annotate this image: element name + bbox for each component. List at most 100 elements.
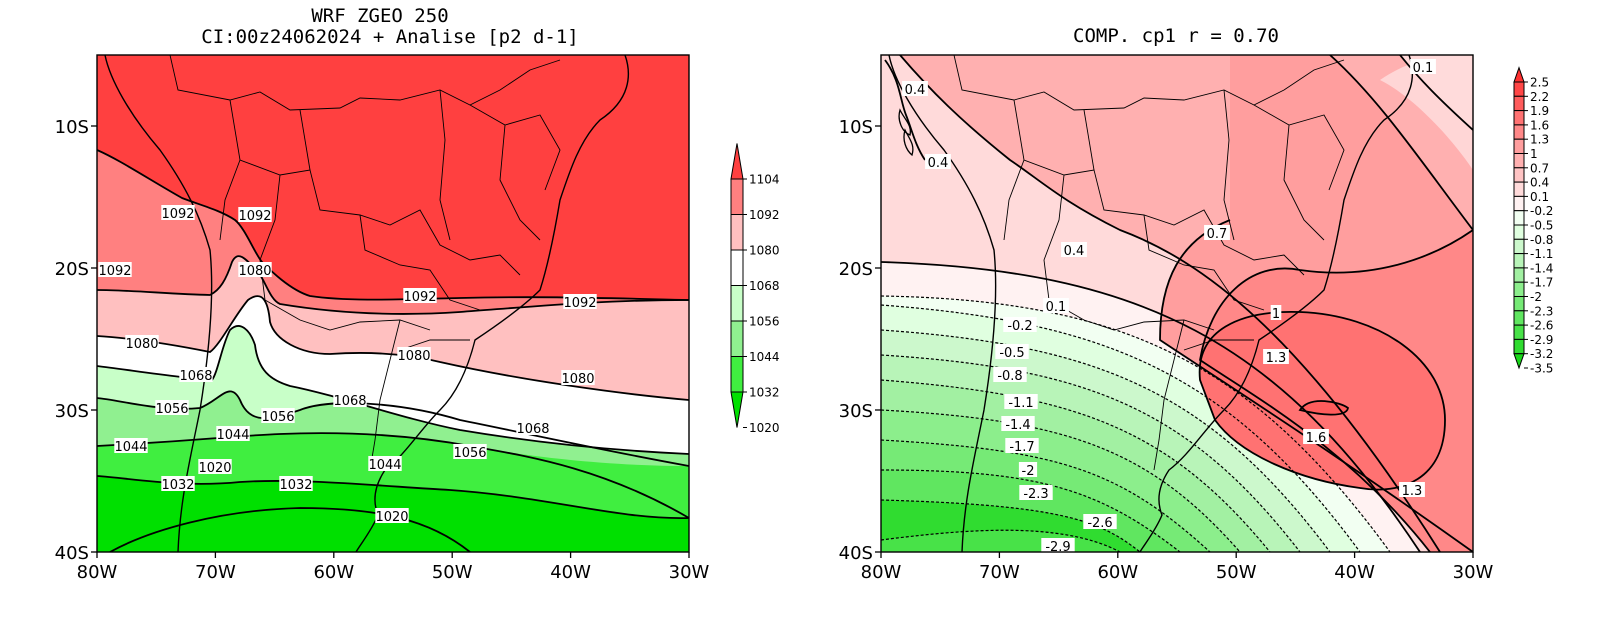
colorbar-label: -0.8 (1530, 233, 1553, 247)
contour-label-bg (1019, 485, 1053, 500)
x-tick-label: 40W (550, 562, 591, 583)
contour-label: -2.6 (1087, 516, 1112, 531)
y-tick-label: 10S (55, 117, 89, 138)
colorbar-swatch (1513, 338, 1525, 355)
contour-label-bg (1018, 462, 1038, 477)
contour-label-bg (925, 154, 951, 169)
contour-label: 1068 (516, 422, 549, 437)
contour-label-bg (261, 408, 295, 423)
contour-label: 1092 (161, 207, 194, 222)
colorbar-label: -0.2 (1530, 204, 1553, 218)
contour-label: 1080 (238, 264, 271, 279)
contour-label-bg (198, 459, 232, 474)
contour-label-bg (279, 476, 313, 491)
contour-label: 0.1 (1413, 61, 1434, 76)
left-map-panel: WRF ZGEO 250 CI:00z24062024 + Analise [p… (55, 5, 780, 583)
colorbar-label: 0.1 (1530, 190, 1549, 204)
colorbar-swatch (1513, 310, 1525, 326)
contour-label-bg (1270, 305, 1282, 320)
colorbar-label: -1.7 (1530, 276, 1553, 290)
contour-label: 1092 (98, 264, 131, 279)
right-map-panel: COMP. cp1 r = 0.70 (839, 25, 1554, 583)
colorbar-label: -3.2 (1530, 347, 1553, 361)
colorbar-swatch (1513, 181, 1525, 197)
contour-label-bg (125, 335, 159, 350)
colorbar-swatch (1513, 224, 1525, 240)
contour-label: 1020 (198, 461, 231, 476)
y-tick-label: 20S (55, 259, 89, 280)
x-tick-label: 50W (1216, 562, 1257, 583)
x-tick-label: 80W (77, 562, 118, 583)
colorbar-swatch (1513, 167, 1525, 183)
colorbar-label: 1044 (749, 350, 780, 364)
contour-label: 1056 (261, 410, 294, 425)
colorbar-label: -0.5 (1530, 219, 1553, 233)
contour-label-bg (1041, 538, 1075, 553)
contour-label-bg (902, 81, 928, 96)
contour-label: -0.5 (999, 346, 1024, 361)
colorbar-swatch (1513, 81, 1525, 97)
colorbar-top-arrow (730, 143, 744, 180)
contour-label-bg (1204, 225, 1230, 240)
contour-label: 0.7 (1207, 227, 1228, 242)
contour-label-bg (161, 476, 195, 491)
contour-label-bg (1399, 482, 1425, 497)
colorbar-label: -2 (1530, 290, 1542, 304)
colorbar-bottom-arrow (1513, 353, 1525, 370)
contour-label: 1080 (125, 337, 158, 352)
contour-label: 1092 (238, 209, 271, 224)
contour-label-bg (1083, 514, 1117, 529)
colorbar-swatch (1513, 238, 1525, 255)
right-title: COMP. cp1 r = 0.70 (1073, 25, 1279, 47)
y-tick-label: 10S (839, 117, 873, 138)
colorbar-swatch (730, 249, 744, 286)
right-negative-contour-lines (881, 295, 1391, 552)
left-colorbar: 1104 1092 1080 1068 1056 1044 1032 1020 (730, 143, 780, 435)
y-tick-label: 30S (839, 401, 873, 422)
x-tick-label: 60W (1097, 562, 1138, 583)
contour-label: 1056 (453, 446, 486, 461)
colorbar-swatch (1513, 267, 1525, 283)
colorbar-swatch (730, 320, 744, 357)
colorbar-label: 1056 (749, 315, 780, 329)
contour-label-bg (368, 456, 402, 471)
colorbar-label: 2.5 (1530, 76, 1549, 90)
contour-label-bg (1263, 349, 1289, 364)
right-coastline-borders (888, 55, 1414, 552)
colorbar-label: 1020 (749, 421, 780, 435)
colorbar-label: 1080 (749, 244, 780, 258)
contour-label-bg (114, 438, 148, 453)
left-plot-frame (96, 54, 690, 553)
contour-label-bg (1303, 429, 1329, 444)
right-contour-lines (881, 55, 1473, 552)
colorbar-label: -2.3 (1530, 304, 1553, 318)
left-title-line2: CI:00z24062024 + Analise [p2 d-1] (201, 26, 579, 48)
y-tick-label: 30S (55, 401, 89, 422)
contour-label: 0.4 (928, 156, 949, 171)
contour-label-bg (995, 344, 1029, 359)
colorbar-swatch (1513, 124, 1525, 140)
contour-label-bg (397, 347, 431, 362)
colorbar-swatch (1513, 95, 1525, 112)
right-plot-frame (880, 54, 1474, 553)
y-tick-label: 40S (839, 543, 873, 564)
right-axes: 80W 70W 60W 50W 40W 30W 10S 20S 30S 40S (839, 117, 1494, 583)
contour-label: 1.3 (1266, 351, 1287, 366)
contour-label: 1032 (279, 478, 312, 493)
left-contour-label-layer: 1092 1092 1092 1080 1092 1092 1080 1080 1080 1068… (98, 205, 597, 525)
colorbar-swatch (730, 214, 744, 251)
contour-label: 1044 (114, 440, 147, 455)
contour-label-bg (1001, 416, 1035, 431)
contour-label-bg (179, 367, 213, 382)
x-tick-label: 30W (669, 562, 710, 583)
contour-label: 1056 (155, 402, 188, 417)
left-coastline-borders (104, 55, 630, 552)
colorbar-swatch (1513, 324, 1525, 340)
contour-label: 1044 (368, 458, 401, 473)
contour-label-bg (563, 294, 597, 309)
contour-label: -0.2 (1007, 319, 1032, 334)
contour-label-bg (333, 392, 367, 407)
colorbar-label: -3.5 (1530, 362, 1553, 376)
contour-label: 1044 (216, 428, 249, 443)
